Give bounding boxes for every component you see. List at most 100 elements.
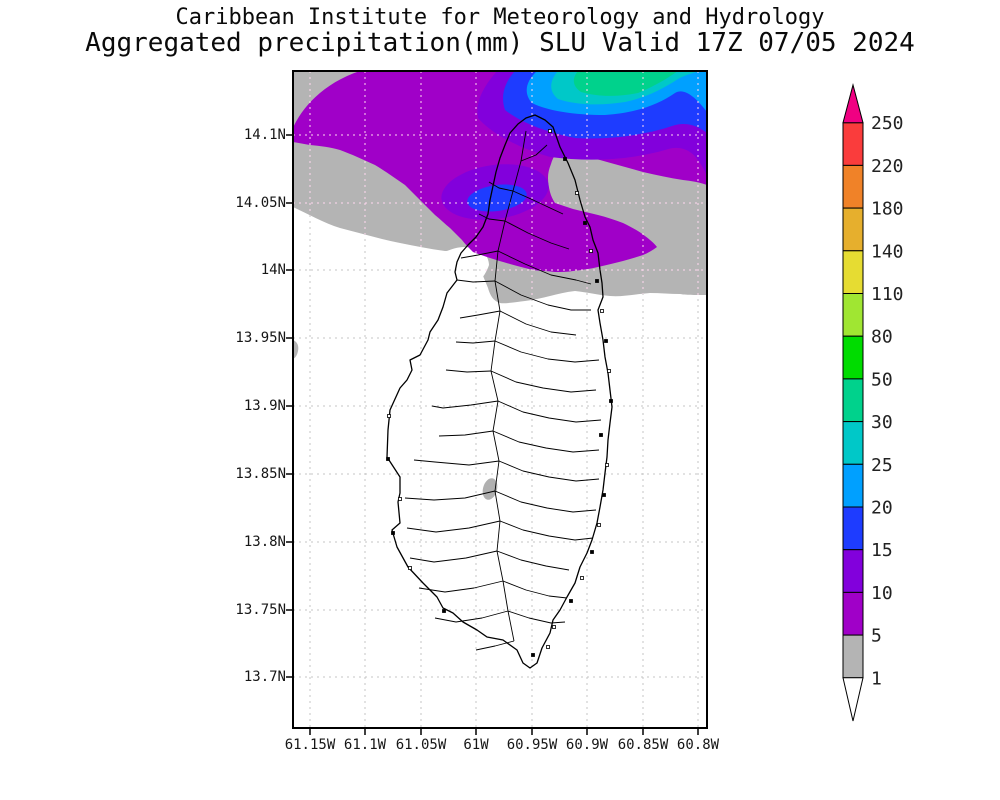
watershed-line xyxy=(494,490,597,513)
watershed-line xyxy=(455,340,496,344)
colorbar-arrow-bottom xyxy=(842,677,864,722)
colorbar-label: 20 xyxy=(871,498,893,519)
watershed-line xyxy=(499,310,577,336)
colorbar-segment xyxy=(842,122,864,166)
coast-square xyxy=(391,531,395,535)
island-coastline xyxy=(386,114,613,669)
colorbar-segment xyxy=(842,335,864,380)
watershed-line xyxy=(520,144,548,162)
coast-square xyxy=(531,653,535,657)
lon-tick-label: 61.05W xyxy=(395,737,447,753)
precip-colorbar: 250 220 180 140 110 80 50 30 25 20 15 10 5 1 xyxy=(842,83,904,722)
watershed-line xyxy=(494,280,591,311)
watershed-line xyxy=(431,400,499,409)
plot-field-group xyxy=(293,71,707,728)
watershed-line xyxy=(490,130,527,642)
colorbar-segment xyxy=(842,634,864,679)
colorbar-segment xyxy=(842,463,864,508)
coast-square xyxy=(548,129,552,133)
colorbar-label: 180 xyxy=(871,199,904,220)
lon-tick-label: 61.1W xyxy=(343,737,387,753)
watershed-line xyxy=(475,640,515,651)
watershed-line xyxy=(456,279,496,283)
watershed-line xyxy=(499,520,594,541)
watershed-line xyxy=(413,459,500,466)
watershed-line xyxy=(497,400,602,423)
coast-square xyxy=(563,157,567,161)
coast-square xyxy=(605,463,609,467)
lat-tick-label: 14.05N xyxy=(235,195,286,211)
coast-square xyxy=(552,625,556,629)
watershed-line xyxy=(460,250,499,259)
coast-square xyxy=(386,457,390,461)
watershed-line xyxy=(404,490,496,501)
watershed-line xyxy=(502,580,568,599)
colorbar-arrow-top xyxy=(842,83,864,124)
field-15-20-blue-blob xyxy=(467,184,527,212)
colorbar-segment xyxy=(842,207,864,252)
colorbar-label: 140 xyxy=(871,241,904,262)
lat-tick-label: 13.85N xyxy=(235,466,286,482)
watershed-boundaries xyxy=(404,130,602,651)
watershed-line xyxy=(507,610,566,624)
coast-square xyxy=(595,279,599,283)
plot-border xyxy=(292,70,708,729)
lon-tick-label: 60.9W xyxy=(565,737,609,753)
watershed-line xyxy=(445,369,492,373)
colorbar-label: 5 xyxy=(871,626,882,647)
watershed-line xyxy=(492,430,600,453)
watershed-line xyxy=(496,550,570,571)
watershed-line xyxy=(406,520,501,533)
lon-tick-label: 60.85W xyxy=(617,737,669,753)
colorbar-label: 25 xyxy=(871,455,893,476)
watershed-line xyxy=(497,250,592,285)
coast-square xyxy=(602,493,606,497)
watershed-line xyxy=(504,220,570,250)
lat-tick-label: 13.8N xyxy=(243,534,286,550)
lat-tick-label: 13.75N xyxy=(235,602,286,618)
coast-square xyxy=(398,497,402,501)
watershed-line xyxy=(459,310,501,319)
coast-square xyxy=(604,339,608,343)
watershed-line xyxy=(478,213,506,222)
coast-square xyxy=(387,414,391,418)
watershed-line xyxy=(512,190,564,215)
colorbar-label: 250 xyxy=(871,113,904,134)
lat-tick-label: 14.1N xyxy=(243,127,286,143)
lon-tick-label: 61.15W xyxy=(284,737,336,753)
coast-square xyxy=(609,399,613,403)
colorbar-label: 110 xyxy=(871,284,904,305)
watershed-line xyxy=(434,610,509,623)
coast-square xyxy=(546,645,550,649)
colorbar-label: 30 xyxy=(871,412,893,433)
lat-tick-label: 13.7N xyxy=(243,669,286,685)
watershed-line xyxy=(490,370,597,393)
colorbar-segment xyxy=(842,293,864,337)
watershed-line xyxy=(494,340,600,363)
coast-square xyxy=(607,369,611,373)
coast-square xyxy=(583,221,587,225)
colorbar-label: 15 xyxy=(871,540,893,561)
watershed-line xyxy=(498,460,600,482)
lat-tick-label: 13.9N xyxy=(243,398,286,414)
gridlines-over-field xyxy=(293,71,707,304)
field-30-50-green-core xyxy=(573,71,678,96)
chart-title-line1: Caribbean Institute for Meteorology and … xyxy=(175,5,825,30)
field-gray-sliver-west xyxy=(293,340,299,359)
watershed-line xyxy=(409,550,498,563)
colorbar-segment xyxy=(842,506,864,551)
lon-tick-label: 61W xyxy=(463,737,489,753)
coast-square xyxy=(590,550,594,554)
colorbar-label: 50 xyxy=(871,369,893,390)
colorbar-label: 1 xyxy=(871,668,882,689)
coast-square xyxy=(600,309,604,313)
coast-square xyxy=(580,576,584,580)
watershed-line xyxy=(438,430,494,437)
colorbar-segment xyxy=(842,591,864,636)
coast-square xyxy=(569,599,573,603)
lat-tick-label: 13.95N xyxy=(235,330,286,346)
colorbar-segment xyxy=(842,549,864,593)
lon-tick-label: 60.8W xyxy=(676,737,720,753)
watershed-line xyxy=(418,580,504,593)
